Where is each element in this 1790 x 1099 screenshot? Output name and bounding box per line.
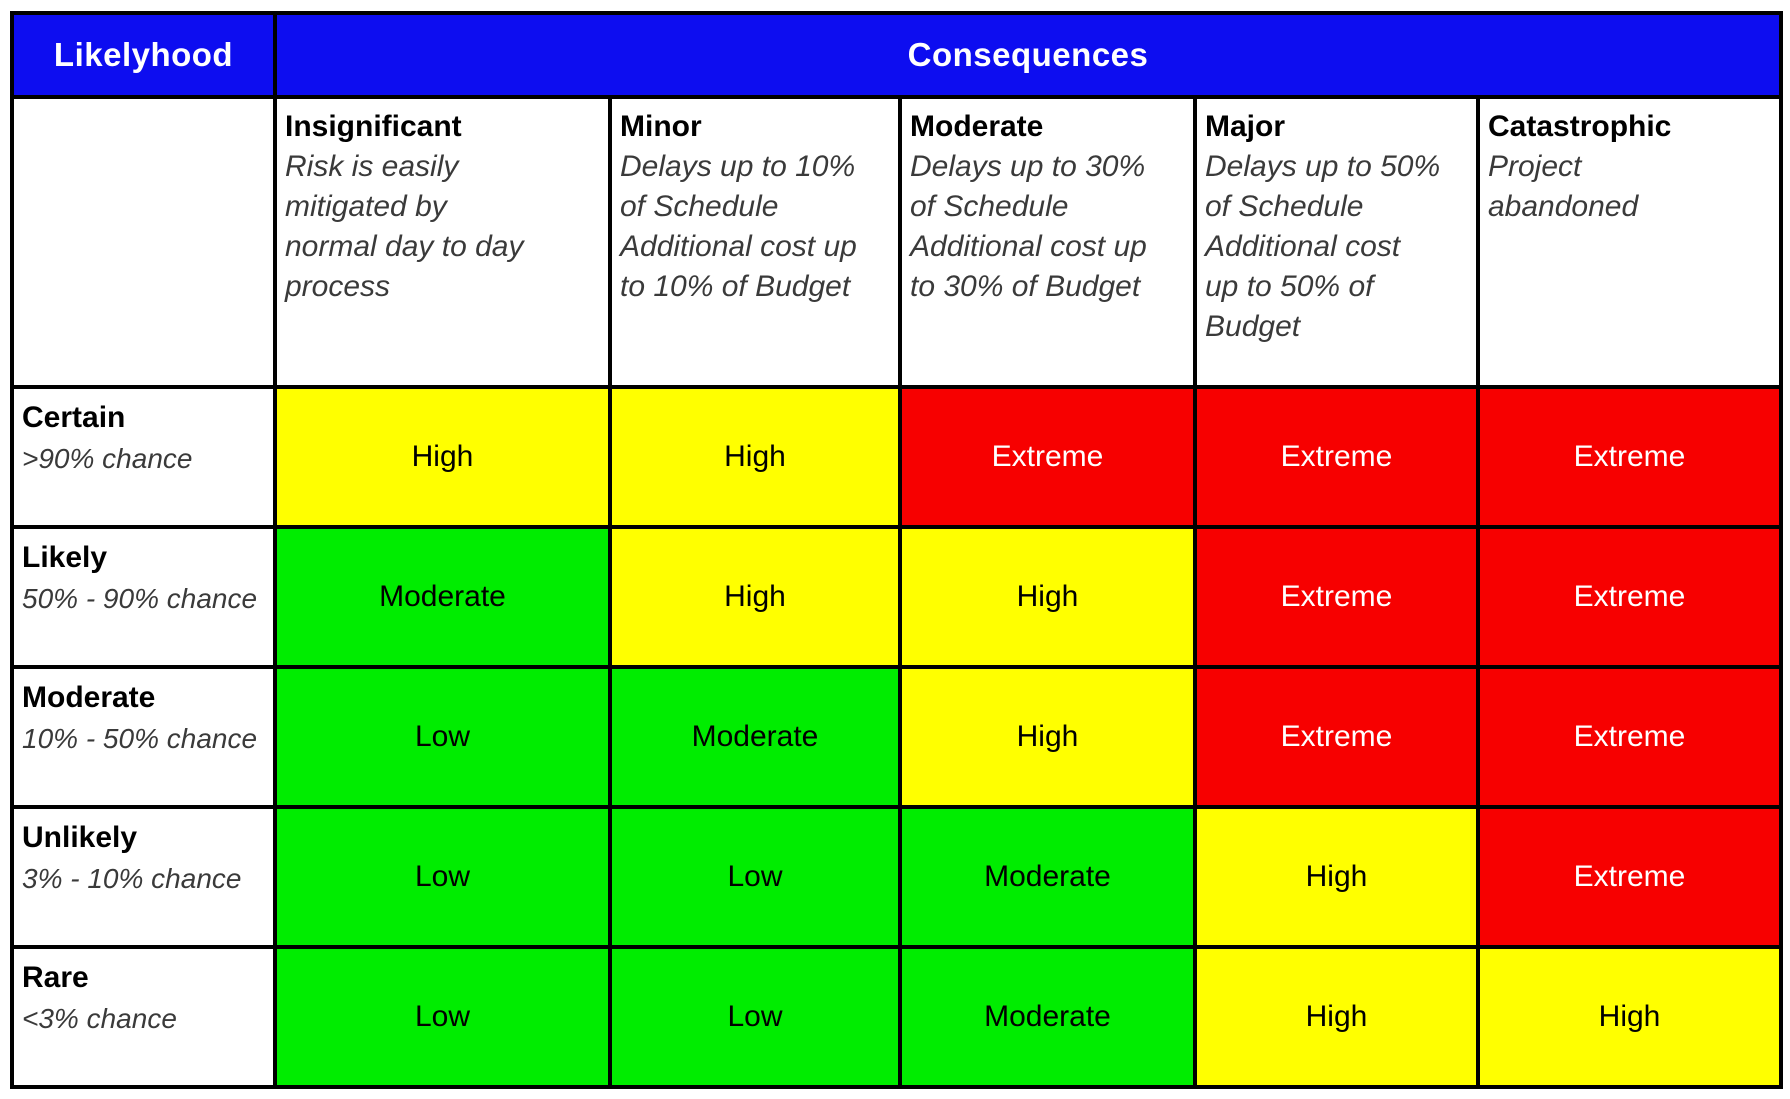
risk-cell-rare-minor: Low xyxy=(608,945,902,1089)
row-header-moderate: Moderate 10% - 50% chance xyxy=(10,665,277,809)
row-label-certain: Certain xyxy=(22,401,126,434)
risk-cell-moderate-minor: Moderate xyxy=(608,665,902,809)
risk-cell-likely-insignificant: Moderate xyxy=(273,525,612,669)
col-title-insignificant: Insignificant xyxy=(285,110,462,143)
col-desc-catastrophic: Project abandoned xyxy=(1488,150,1639,223)
likelihood-row-likely: Likely 50% - 90% chance Moderate High Hi… xyxy=(10,525,1784,669)
likelihood-row-certain: Certain >90% chance High High Extreme Ex… xyxy=(10,385,1784,529)
likelihood-row-unlikely: Unlikely 3% - 10% chance Low Low Moderat… xyxy=(10,805,1784,949)
col-header-moderate: Moderate Delays up to 30% of Schedule Addi… xyxy=(898,95,1197,389)
row-label-rare: Rare xyxy=(22,961,89,994)
col-title-minor: Minor xyxy=(620,110,702,143)
col-desc-major: Delays up to 50% of Schedule Additional co… xyxy=(1205,150,1441,343)
likelihood-header-cell: Likelyhood xyxy=(10,11,277,99)
col-desc-moderate: Delays up to 30% of Schedule Additional co… xyxy=(910,150,1147,303)
risk-cell-rare-insignificant: Low xyxy=(273,945,612,1089)
row-chance-unlikely: 3% - 10% chance xyxy=(22,863,242,894)
row-chance-likely: 50% - 90% chance xyxy=(22,583,258,614)
risk-cell-certain-major: Extreme xyxy=(1193,385,1480,529)
risk-cell-rare-catastrophic: High xyxy=(1475,945,1784,1089)
col-title-catastrophic: Catastrophic xyxy=(1488,110,1672,143)
risk-cell-unlikely-major: High xyxy=(1193,805,1480,949)
risk-cell-certain-catastrophic: Extreme xyxy=(1475,385,1784,529)
consequences-header-cell: Consequences xyxy=(272,11,1784,99)
col-header-major: Major Delays up to 50% of Schedule Additio… xyxy=(1193,95,1480,389)
risk-cell-moderate-insignificant: Low xyxy=(273,665,612,809)
risk-cell-likely-major: Extreme xyxy=(1193,525,1480,669)
risk-cell-likely-minor: High xyxy=(608,525,902,669)
row-header-unlikely: Unlikely 3% - 10% chance xyxy=(10,805,277,949)
col-desc-insignificant: Risk is easily mitigated by normal day to … xyxy=(285,150,524,303)
risk-cell-unlikely-catastrophic: Extreme xyxy=(1475,805,1784,949)
risk-cell-likely-catastrophic: Extreme xyxy=(1475,525,1784,669)
col-header-insignificant: Insignificant Risk is easily mitigated by… xyxy=(273,95,612,389)
row-chance-moderate: 10% - 50% chance xyxy=(22,723,258,754)
row-label-moderate: Moderate xyxy=(22,681,156,714)
consequence-definitions-row: Insignificant Risk is easily mitigated by… xyxy=(10,95,1784,389)
risk-cell-unlikely-moderate: Moderate xyxy=(898,805,1197,949)
risk-cell-likely-moderate: High xyxy=(898,525,1197,669)
row-chance-certain: >90% chance xyxy=(22,443,193,474)
likelihood-row-rare: Rare <3% chance Low Low Moderate High Hi… xyxy=(10,945,1784,1089)
col-header-catastrophic: Catastrophic Project abandoned xyxy=(1475,95,1784,389)
risk-cell-certain-insignificant: High xyxy=(273,385,612,529)
row-chance-rare: <3% chance xyxy=(22,1003,177,1034)
risk-cell-certain-moderate: Extreme xyxy=(898,385,1197,529)
row-header-certain: Certain >90% chance xyxy=(10,385,277,529)
likelihood-row-moderate: Moderate 10% - 50% chance Low Moderate H… xyxy=(10,665,1784,809)
col-header-minor: Minor Delays up to 10% of Schedule Additio… xyxy=(608,95,902,389)
row-header-rare: Rare <3% chance xyxy=(10,945,277,1089)
risk-cell-moderate-moderate: High xyxy=(898,665,1197,809)
col-desc-minor: Delays up to 10% of Schedule Additional co… xyxy=(620,150,857,303)
risk-cell-unlikely-insignificant: Low xyxy=(273,805,612,949)
risk-matrix-table: Likelyhood Consequences Insignificant Ri… xyxy=(10,11,1784,1089)
risk-cell-rare-major: High xyxy=(1193,945,1480,1089)
row-label-likely: Likely xyxy=(22,541,108,574)
col-title-moderate: Moderate xyxy=(910,110,1044,143)
row-header-likely: Likely 50% - 90% chance xyxy=(10,525,277,669)
col-title-major: Major xyxy=(1205,110,1286,143)
row-label-unlikely: Unlikely xyxy=(22,821,138,854)
risk-cell-unlikely-minor: Low xyxy=(608,805,902,949)
table-title-row: Likelyhood Consequences xyxy=(10,11,1784,99)
risk-cell-certain-minor: High xyxy=(608,385,902,529)
risk-cell-moderate-major: Extreme xyxy=(1193,665,1480,809)
corner-empty-cell xyxy=(10,95,277,389)
risk-cell-moderate-catastrophic: Extreme xyxy=(1475,665,1784,809)
risk-cell-rare-moderate: Moderate xyxy=(898,945,1197,1089)
